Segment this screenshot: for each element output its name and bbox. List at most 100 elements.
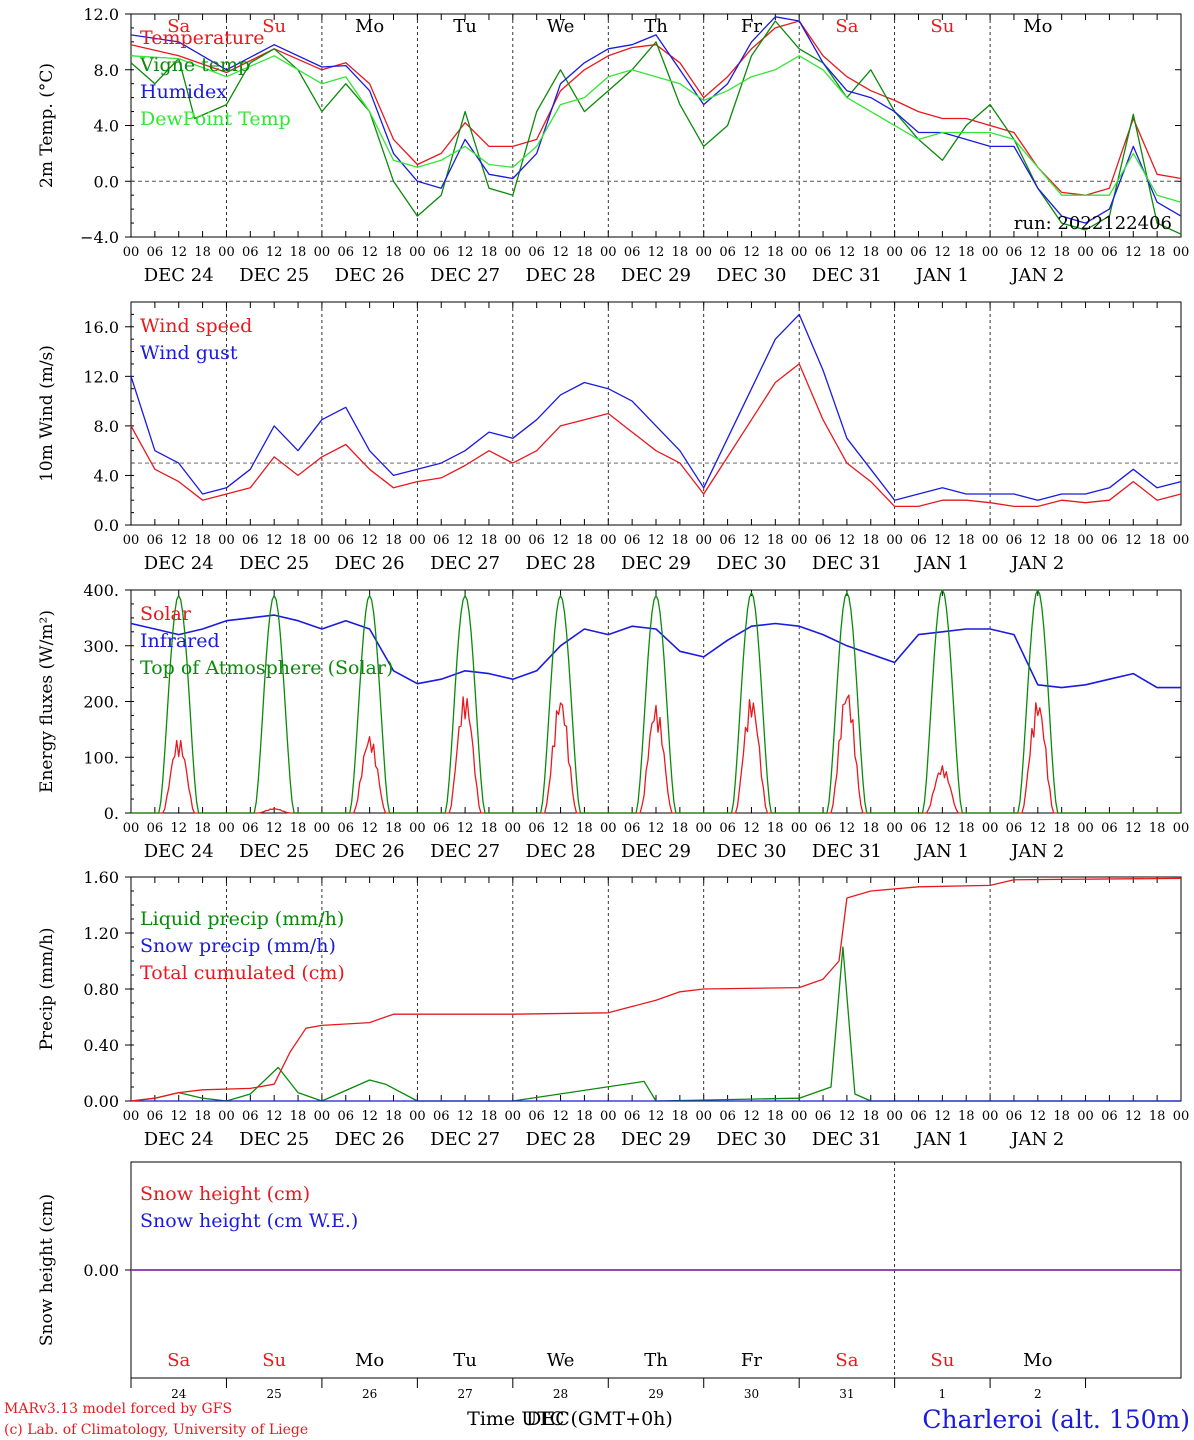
x-date-label: DEC 29 <box>621 841 691 862</box>
series-top-of-atmosphere-solar- <box>131 589 1181 814</box>
x-hour-label: 00 <box>886 821 903 836</box>
x-hour-label: 18 <box>385 245 402 260</box>
x-hour-label: 06 <box>1006 533 1023 548</box>
panel-5: 0.00 Snow height (cm) Snow height (cm) Snow… <box>37 1161 1182 1401</box>
x-date-label: DEC 27 <box>430 1129 500 1150</box>
x-hour-label: 06 <box>910 1109 927 1124</box>
day-name: Mo <box>1023 16 1052 37</box>
x-axis-label: Time UTC (GMT+0h) <box>467 1408 673 1430</box>
x-date-label: DEC 28 <box>526 265 596 286</box>
series-dewpoint-temp <box>130 55 1182 203</box>
x-date-label: DEC 24 <box>144 265 214 286</box>
day-name: Tu <box>453 16 477 37</box>
x-hour-label: 18 <box>958 533 975 548</box>
credit-line: (c) Lab. of Climatology, University of L… <box>4 1422 308 1438</box>
x-date-label: DEC 29 <box>621 553 691 574</box>
x-hour-label: 00 <box>505 245 522 260</box>
x-hour-label: 12 <box>1125 1109 1142 1124</box>
x-hour-label: 12 <box>552 1109 569 1124</box>
x-hour-label: 06 <box>337 245 354 260</box>
x-hour-label: 18 <box>481 533 498 548</box>
x-date-label: JAN 2 <box>1009 1129 1064 1150</box>
y-tick-label: 8.0 <box>94 417 119 436</box>
y-tick-label: 0.00 <box>83 1092 119 1111</box>
x-hour-label: 00 <box>791 821 808 836</box>
x-hour-label: 18 <box>958 1109 975 1124</box>
x-hour-label: 12 <box>1125 533 1142 548</box>
x-hour-label: 00 <box>218 533 235 548</box>
x-hour-label: 12 <box>743 1109 760 1124</box>
x-hour-label: 00 <box>1173 533 1190 548</box>
legend-entry: Snow precip (mm/h) <box>140 935 336 957</box>
x-hour-label: 12 <box>1030 1109 1047 1124</box>
y-axis-label: Snow height (cm) <box>37 1194 57 1346</box>
y-tick-label: 1.20 <box>83 924 119 943</box>
x-hour-label: 06 <box>1101 821 1118 836</box>
x-hour-label: 00 <box>1173 1109 1190 1124</box>
x-hour-label: 12 <box>457 821 474 836</box>
x-hour-label: 06 <box>528 1109 545 1124</box>
day-name: Mo <box>355 1350 384 1371</box>
x-hour-label: 00 <box>314 821 331 836</box>
x-date-label: DEC 25 <box>239 1129 309 1150</box>
x-hour-label: 06 <box>910 533 927 548</box>
x-hour-label: 18 <box>862 821 879 836</box>
x-hour-label: 12 <box>1030 245 1047 260</box>
x-hour-label: 18 <box>194 1109 211 1124</box>
x-hour-label: 12 <box>170 245 187 260</box>
day-number: 31 <box>839 1387 854 1401</box>
x-hour-label: 06 <box>910 245 927 260</box>
x-hour-label: 18 <box>1149 1109 1166 1124</box>
x-hour-label: 06 <box>433 821 450 836</box>
x-hour-label: 06 <box>242 245 259 260</box>
day-name: Sa <box>167 1350 190 1371</box>
legend-entry: Snow height (cm) <box>140 1183 310 1205</box>
x-hour-label: 00 <box>600 821 617 836</box>
x-hour-label: 06 <box>433 533 450 548</box>
x-hour-label: 12 <box>266 1109 283 1124</box>
x-hour-label: 12 <box>934 1109 951 1124</box>
y-tick-label: 0.0 <box>94 516 119 535</box>
x-date-label: JAN 2 <box>1009 553 1064 574</box>
x-hour-label: 12 <box>1030 533 1047 548</box>
x-hour-label: 00 <box>409 1109 426 1124</box>
y-tick-label: 12.0 <box>83 367 119 386</box>
x-hour-label: 18 <box>672 533 689 548</box>
y-tick-label: 400. <box>83 581 119 600</box>
y-tick-label: 8.0 <box>94 61 119 80</box>
day-name: Mo <box>1023 1350 1052 1371</box>
x-hour-label: 18 <box>1053 1109 1070 1124</box>
x-hour-label: 18 <box>767 1109 784 1124</box>
x-hour-label: 06 <box>719 245 736 260</box>
day-name: Su <box>930 16 954 37</box>
x-hour-label: 06 <box>433 245 450 260</box>
x-axis-overlay: DEC <box>526 1408 570 1430</box>
x-hour-label: 18 <box>1053 533 1070 548</box>
x-hour-label: 12 <box>361 533 378 548</box>
day-name: Sa <box>167 16 190 37</box>
x-hour-label: 00 <box>1173 245 1190 260</box>
day-name: Mo <box>355 16 384 37</box>
y-tick-label: 200. <box>83 693 119 712</box>
x-date-label: DEC 24 <box>144 553 214 574</box>
x-hour-label: 12 <box>552 533 569 548</box>
legend-entry: DewPoint Temp <box>140 108 291 130</box>
x-date-label: DEC 31 <box>812 265 882 286</box>
x-hour-label: 12 <box>170 533 187 548</box>
x-hour-label: 00 <box>409 245 426 260</box>
x-hour-label: 06 <box>1006 245 1023 260</box>
y-tick-label: 4.0 <box>94 117 119 136</box>
x-hour-label: 12 <box>457 245 474 260</box>
x-hour-label: 06 <box>624 245 641 260</box>
day-name: Su <box>262 16 286 37</box>
x-hour-label: 00 <box>600 1109 617 1124</box>
x-hour-label: 00 <box>409 821 426 836</box>
x-hour-label: 00 <box>791 1109 808 1124</box>
series-wind-speed <box>130 363 1182 508</box>
x-date-label: DEC 25 <box>239 553 309 574</box>
x-hour-label: 06 <box>815 533 832 548</box>
x-hour-label: 00 <box>886 1109 903 1124</box>
legend-entry: Wind speed <box>140 315 252 337</box>
x-hour-label: 00 <box>982 245 999 260</box>
x-date-label: JAN 1 <box>914 553 969 574</box>
